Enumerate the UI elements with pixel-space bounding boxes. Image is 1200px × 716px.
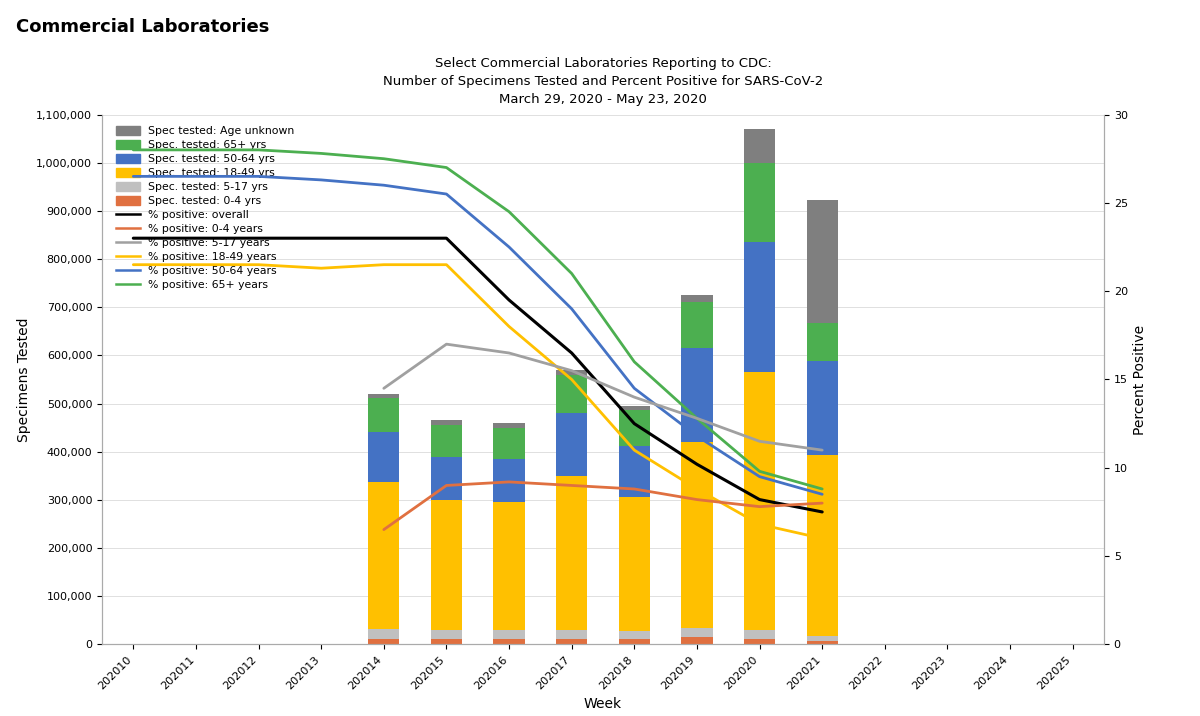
Bar (556, 374, 587, 413)
Bar (431, 420, 462, 425)
Bar (806, 200, 838, 323)
Bar (493, 630, 524, 639)
Bar (744, 163, 775, 242)
Bar (556, 370, 587, 374)
Bar (431, 639, 462, 644)
Bar (493, 639, 524, 644)
Text: Commercial Laboratories: Commercial Laboratories (16, 18, 269, 36)
Bar (619, 446, 650, 496)
Bar (619, 410, 650, 446)
Bar (493, 423, 524, 427)
Bar (682, 348, 713, 442)
Bar (619, 406, 650, 410)
Bar (682, 295, 713, 302)
Bar (368, 482, 400, 629)
Bar (744, 639, 775, 644)
Bar (556, 413, 587, 476)
Bar (368, 398, 400, 432)
Bar (368, 629, 400, 639)
Bar (806, 636, 838, 641)
Bar (619, 632, 650, 639)
Bar (744, 372, 775, 630)
Bar (619, 639, 650, 644)
Bar (744, 630, 775, 639)
Bar (682, 627, 713, 637)
Bar (806, 641, 838, 644)
Bar (744, 242, 775, 372)
Bar (368, 639, 400, 644)
Bar (556, 630, 587, 639)
Bar (556, 639, 587, 644)
Bar (619, 496, 650, 632)
Bar (431, 630, 462, 639)
X-axis label: Week: Week (584, 697, 622, 711)
Y-axis label: Percent Positive: Percent Positive (1134, 324, 1147, 435)
Bar (556, 476, 587, 630)
Bar (493, 427, 524, 459)
Bar (431, 500, 462, 630)
Bar (368, 432, 400, 482)
Bar (493, 503, 524, 630)
Y-axis label: Specimens Tested: Specimens Tested (17, 317, 31, 442)
Bar (368, 394, 400, 398)
Bar (493, 459, 524, 503)
Bar (744, 129, 775, 163)
Bar (806, 323, 838, 361)
Bar (682, 637, 713, 644)
Title: Select Commercial Laboratories Reporting to CDC:
Number of Specimens Tested and : Select Commercial Laboratories Reporting… (383, 57, 823, 107)
Bar (431, 425, 462, 457)
Bar (806, 361, 838, 455)
Legend: Spec tested: Age unknown, Spec. tested: 65+ yrs, Spec. tested: 50-64 yrs, Spec. : Spec tested: Age unknown, Spec. tested: … (113, 122, 298, 294)
Bar (806, 455, 838, 636)
Bar (682, 442, 713, 627)
Bar (682, 302, 713, 348)
Bar (431, 457, 462, 500)
